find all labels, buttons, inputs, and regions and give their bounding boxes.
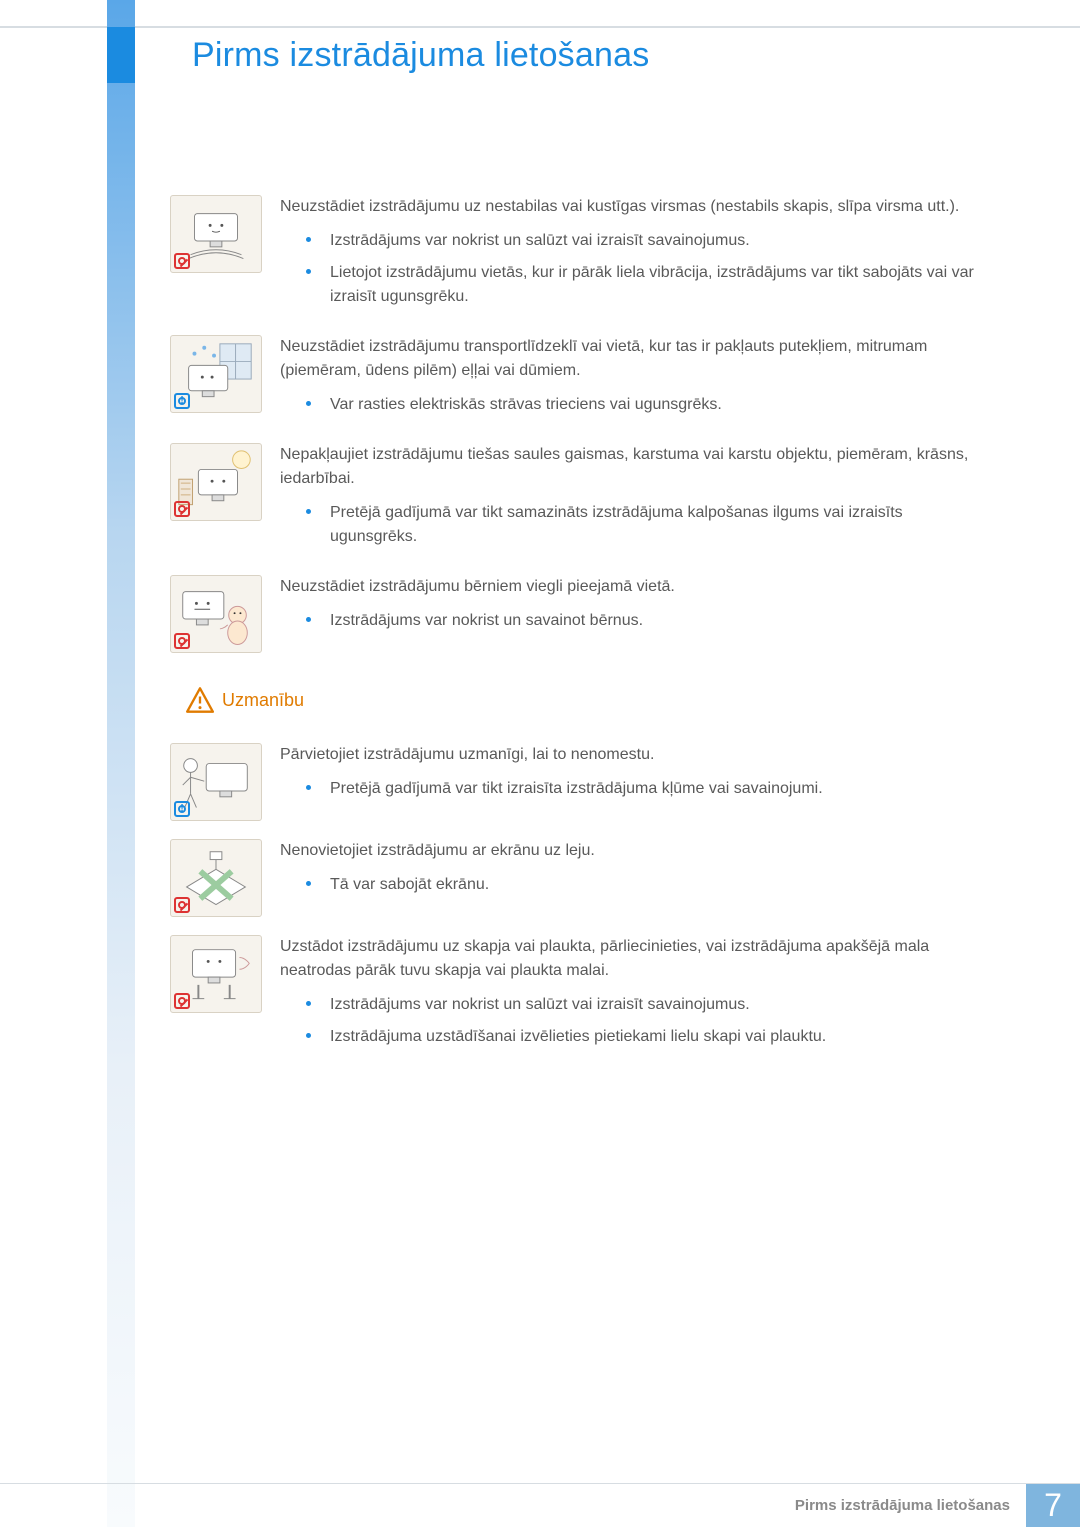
bullet-list: Izstrādājums var nokrist un savainot bēr…: [280, 609, 984, 633]
footer: Pirms izstrādājuma lietošanas 7: [0, 1483, 1080, 1527]
lead-text: Neuzstādiet izstrādājumu uz nestabilas v…: [280, 195, 984, 219]
safety-block: Neuzstādiet izstrādājumu bērniem viegli …: [170, 575, 984, 653]
bullet-item: Tā var sabojāt ekrānu.: [316, 873, 984, 897]
prohibit-icon: [174, 501, 190, 517]
warning-icon: [186, 687, 214, 713]
illustration: [170, 335, 262, 413]
bullet-item: Izstrādājums var nokrist un salūzt vai i…: [316, 229, 984, 253]
illustration: [170, 935, 262, 1013]
bullet-list: Tā var sabojāt ekrānu.: [280, 873, 984, 897]
header-accent: [107, 27, 135, 83]
bullet-list: Var rasties elektriskās strāvas triecien…: [280, 393, 984, 417]
illustration: [170, 743, 262, 821]
bullet-item: Izstrādājums var nokrist un savainot bēr…: [316, 609, 984, 633]
caution-heading: Uzmanību: [186, 687, 984, 713]
block-text: Neuzstādiet izstrādājumu bērniem viegli …: [280, 575, 984, 641]
bullet-item: Izstrādājuma uzstādīšanai izvēlieties pi…: [316, 1025, 984, 1049]
footer-page-number: 7: [1026, 1484, 1080, 1527]
bullet-list: Izstrādājums var nokrist un salūzt vai i…: [280, 993, 984, 1049]
bullet-item: Pretējā gadījumā var tikt izraisīta izst…: [316, 777, 984, 801]
caution-label: Uzmanību: [222, 690, 304, 711]
illustration: [170, 195, 262, 273]
page-title: Pirms izstrādājuma lietošanas: [192, 36, 649, 75]
lead-text: Uzstādot izstrādājumu uz skapja vai plau…: [280, 935, 984, 983]
bullet-list: Izstrādājums var nokrist un salūzt vai i…: [280, 229, 984, 309]
safety-block: Pārvietojiet izstrādājumu uzmanīgi, lai …: [170, 743, 984, 821]
block-text: Nepakļaujiet izstrādājumu tiešas saules …: [280, 443, 984, 557]
block-text: Nenovietojiet izstrādājumu ar ekrānu uz …: [280, 839, 984, 905]
prohibit-icon: [174, 993, 190, 1009]
content-area: Neuzstādiet izstrādājumu uz nestabilas v…: [170, 195, 984, 1075]
bullet-item: Izstrādājums var nokrist un salūzt vai i…: [316, 993, 984, 1017]
lead-text: Neuzstādiet izstrādājumu bērniem viegli …: [280, 575, 984, 599]
block-text: Pārvietojiet izstrādājumu uzmanīgi, lai …: [280, 743, 984, 809]
lead-text: Nenovietojiet izstrādājumu ar ekrānu uz …: [280, 839, 984, 863]
top-rule: [0, 26, 1080, 28]
bullet-list: Pretējā gadījumā var tikt izraisīta izst…: [280, 777, 984, 801]
info-icon: [174, 393, 190, 409]
safety-block: Uzstādot izstrādājumu uz skapja vai plau…: [170, 935, 984, 1057]
illustration: [170, 443, 262, 521]
illustration: [170, 575, 262, 653]
safety-block: Nepakļaujiet izstrādājumu tiešas saules …: [170, 443, 984, 557]
prohibit-icon: [174, 633, 190, 649]
safety-block: Neuzstādiet izstrādājumu transportlīdzek…: [170, 335, 984, 425]
bullet-item: Lietojot izstrādājumu vietās, kur ir pār…: [316, 261, 984, 309]
block-text: Neuzstādiet izstrādājumu uz nestabilas v…: [280, 195, 984, 317]
block-text: Uzstādot izstrādājumu uz skapja vai plau…: [280, 935, 984, 1057]
bullet-item: Pretējā gadījumā var tikt samazināts izs…: [316, 501, 984, 549]
info-icon: [174, 801, 190, 817]
side-stripe: [107, 0, 135, 1527]
lead-text: Nepakļaujiet izstrādājumu tiešas saules …: [280, 443, 984, 491]
bullet-item: Var rasties elektriskās strāvas triecien…: [316, 393, 984, 417]
prohibit-icon: [174, 253, 190, 269]
illustration: [170, 839, 262, 917]
bullet-list: Pretējā gadījumā var tikt samazināts izs…: [280, 501, 984, 549]
lead-text: Pārvietojiet izstrādājumu uzmanīgi, lai …: [280, 743, 984, 767]
footer-section-label: Pirms izstrādājuma lietošanas: [795, 1497, 1010, 1514]
prohibit-icon: [174, 897, 190, 913]
block-text: Neuzstādiet izstrādājumu transportlīdzek…: [280, 335, 984, 425]
safety-block: Neuzstādiet izstrādājumu uz nestabilas v…: [170, 195, 984, 317]
safety-block: Nenovietojiet izstrādājumu ar ekrānu uz …: [170, 839, 984, 917]
lead-text: Neuzstādiet izstrādājumu transportlīdzek…: [280, 335, 984, 383]
